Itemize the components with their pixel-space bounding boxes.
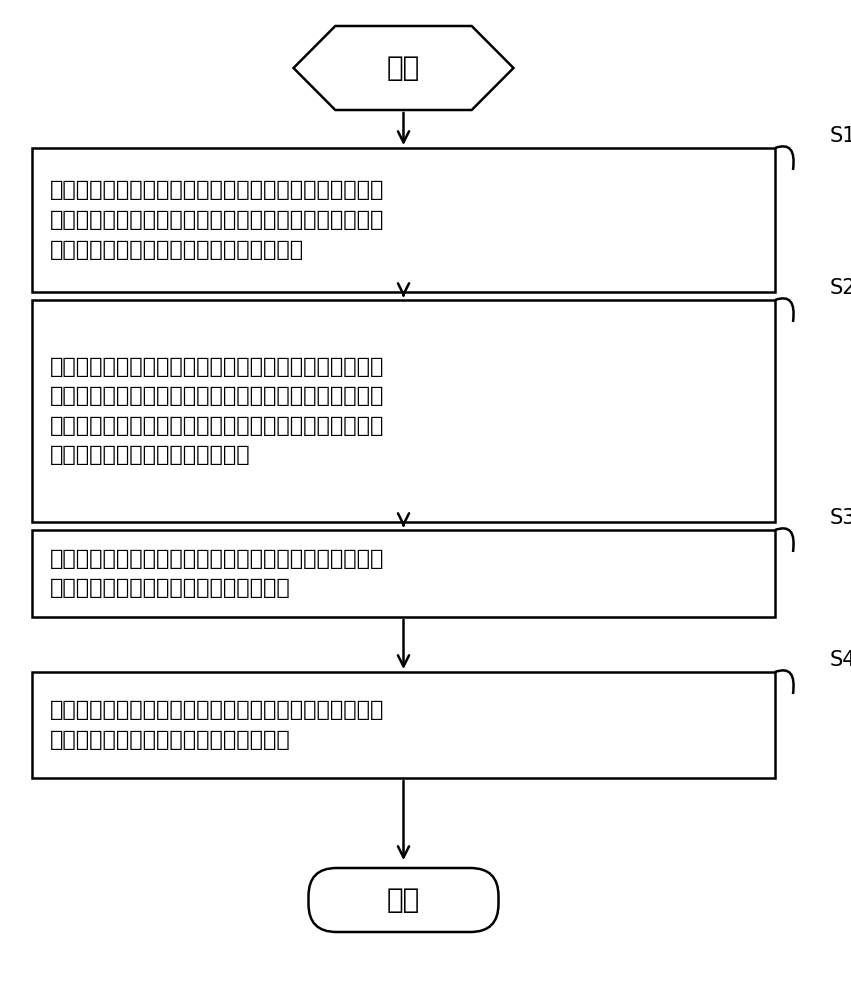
Text: 在每一调度时刻，根据温控负荷聚类聚合结果，可再生能
源和各类电价的预测信息，建立虚拟电厂滚动调度优化模
型并求解，得到滚动调度的预优化结果，根据预优化结果
获得: 在每一调度时刻，根据温控负荷聚类聚合结果，可再生能 源和各类电价的预测信息，建立… [50,357,385,465]
Text: 开始: 开始 [387,54,420,82]
Text: S1: S1 [830,126,851,146]
Bar [32,300,775,522]
Bar [32,530,775,617]
Text: 根据所有温控负荷的实际功率需求，完成虚拟电厂滚动调
度终优化，得到最终的滚动调度计划方案: 根据所有温控负荷的实际功率需求，完成虚拟电厂滚动调 度终优化，得到最终的滚动调度… [50,700,385,750]
Text: 结束: 结束 [387,886,420,914]
Bar [32,672,775,778]
Polygon shape [294,26,513,110]
Text: S4: S4 [830,650,851,670]
Text: 对各聚合商的参考功率进行解聚合，分解给其内部的各温
控负荷，获得各温控负荷的实际功率需求: 对各聚合商的参考功率进行解聚合，分解给其内部的各温 控负荷，获得各温控负荷的实际… [50,549,385,598]
FancyBboxPatch shape [309,868,499,932]
Text: S3: S3 [830,508,851,528]
Text: S2: S2 [830,278,851,298]
Text: 对虚拟电厂内部每条母线上各节点下的温控负荷数据，根
据各温控负荷的需求信息进行聚类分群，形成多个温控负
荷聚合商，并计算各温控负荷聚合商的参数: 对虚拟电厂内部每条母线上各节点下的温控负荷数据，根 据各温控负荷的需求信息进行聚… [50,180,385,260]
Bar [32,148,775,292]
